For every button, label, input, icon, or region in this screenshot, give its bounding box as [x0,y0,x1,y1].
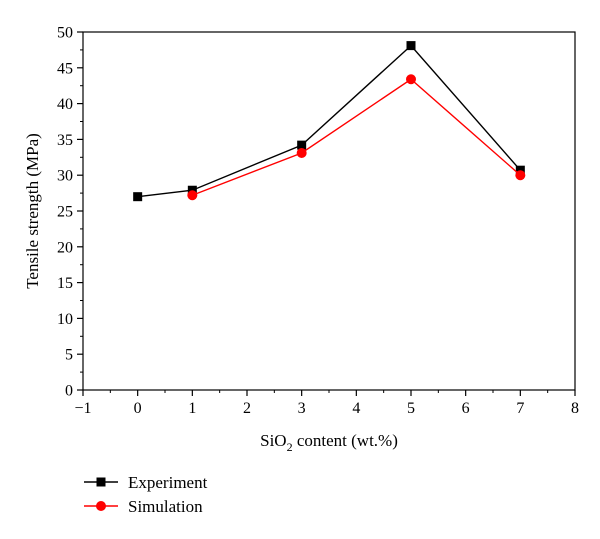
series-line-experiment [137,44,521,198]
x-tick-label: 4 [352,400,360,417]
x-tick-labels: −1 0 1 2 3 4 5 6 7 8 [74,400,579,417]
x-tick-label: 6 [462,400,470,417]
legend-label-simulation: Simulation [128,497,203,516]
data-point-experiment [515,165,525,175]
x-tick-label: 2 [243,400,251,417]
y-tick-label: 30 [57,168,73,185]
y-tick-label: 45 [57,60,73,77]
data-point-experiment [133,192,143,202]
series-line-simulation [192,78,521,196]
legend-label-experiment: Experiment [128,473,208,492]
y-tick-label: 15 [57,275,73,292]
legend-marker-simulation [96,501,106,511]
legend-marker-experiment [96,477,106,487]
y-tick-label: 10 [57,311,73,328]
x-tick-label: 7 [516,400,524,417]
y-tick-label: 35 [57,132,73,149]
y-tick-label: 0 [65,383,73,400]
data-point-experiment [406,41,416,51]
y-tick-labels: 0 5 10 15 20 25 30 35 40 45 50 [57,25,73,400]
y-axis-label: Tensile strength (MPa) [23,133,42,289]
x-tick-label: 5 [407,400,415,417]
y-tick-label: 40 [57,96,73,113]
x-axis-label: SiO2 content (wt.%) [260,431,398,454]
data-point-simulation [296,148,307,159]
data-point-experiment [187,185,197,195]
x-tick-label: −1 [74,400,91,417]
x-tick-label: 8 [571,400,579,417]
legend-item-simulation: Simulation [84,497,203,516]
y-tick-label: 20 [57,239,73,256]
series-experiment [133,41,525,202]
x-tick-label: 0 [134,400,142,417]
y-tick-label: 5 [65,347,73,364]
series-layer [133,41,526,202]
y-tick-label: 50 [57,25,73,42]
series-simulation [187,74,526,201]
plot-frame [82,31,576,391]
data-point-simulation [187,190,198,201]
legend-item-experiment: Experiment [84,473,208,492]
axis-ticks [77,31,576,396]
data-point-simulation [515,170,526,181]
y-tick-label: 25 [57,204,73,221]
data-point-simulation [406,74,416,85]
x-tick-label: 1 [188,400,196,417]
data-point-experiment [297,140,307,150]
x-tick-label: 3 [298,400,306,417]
legend: Experiment Simulation [84,473,208,516]
